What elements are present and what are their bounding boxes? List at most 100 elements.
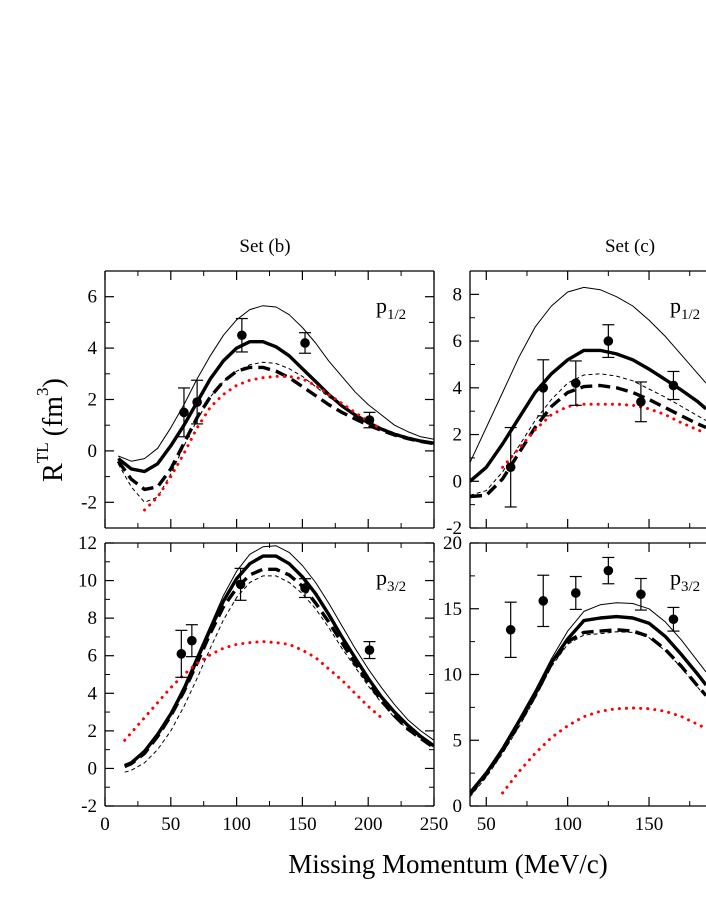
series-line-red-dotted <box>123 640 383 742</box>
data-marker <box>668 614 679 625</box>
y-tick-label: 8 <box>453 284 463 305</box>
series-line-thin-dashed <box>124 575 434 773</box>
y-axis-label: RTL (fm3) <box>33 378 69 482</box>
series-line-thick-solid <box>470 348 706 483</box>
data-point <box>363 641 376 660</box>
y-tick-label: -2 <box>81 796 97 817</box>
panel-set-c-p12: -2 0 2 4 6 8 p1/2 <box>446 270 706 539</box>
data-point <box>299 578 312 599</box>
y-tick-label: 2 <box>88 721 98 742</box>
data-point <box>191 379 204 425</box>
data-marker <box>179 407 189 418</box>
y-tick-label: 0 <box>453 471 463 492</box>
data-point <box>235 317 248 353</box>
ylabel-unit-open: (fm <box>38 396 69 437</box>
data-marker <box>235 579 246 590</box>
y-tick-label: 8 <box>88 608 98 629</box>
data-point <box>667 370 680 401</box>
panel-label-sub: 1/2 <box>681 307 700 323</box>
y-tick-label: -2 <box>81 492 97 513</box>
x-tick-label: 100 <box>222 814 251 835</box>
data-marker <box>300 583 310 593</box>
x-tick-label: 150 <box>635 814 664 835</box>
data-point <box>175 629 188 678</box>
data-point <box>667 606 680 632</box>
data-point <box>185 624 198 658</box>
series-line-thin-solid <box>470 286 706 463</box>
panel-data-group <box>116 305 434 512</box>
panel-label-sub: 1/2 <box>387 307 406 323</box>
series-line-thick-solid <box>117 340 434 474</box>
data-point <box>299 332 312 354</box>
data-point <box>537 574 550 628</box>
data-point <box>602 556 615 585</box>
series-line-thin-solid <box>118 305 434 462</box>
series-line-thick-dashed <box>116 365 434 492</box>
y-tick-label: 2 <box>453 425 463 446</box>
panel-label-sub: 3/2 <box>681 579 700 595</box>
panel-label: p1/2 <box>670 293 700 323</box>
y-tick-label: 5 <box>453 730 463 751</box>
panel-label-main: p <box>670 293 681 318</box>
ylabel-symbol: R <box>38 463 69 482</box>
panel-set-b-p12: -2 0 2 4 6 p1/2 <box>81 270 435 529</box>
y-tick-label: 15 <box>443 599 462 620</box>
data-point <box>602 324 615 359</box>
data-point <box>504 426 517 508</box>
x-axis-label: Missing Momentum (MeV/c) <box>288 849 607 879</box>
y-tick-label: 6 <box>88 287 98 308</box>
data-point <box>504 601 517 659</box>
data-marker <box>192 397 202 407</box>
data-point <box>537 359 550 417</box>
data-marker <box>505 462 516 473</box>
data-marker <box>668 380 679 391</box>
y-tick-label: 2 <box>88 390 98 411</box>
y-tick-label: 0 <box>453 796 463 817</box>
data-marker <box>187 635 197 646</box>
series-line-thick-dashed <box>124 567 434 769</box>
data-marker <box>364 415 375 425</box>
ylabel-unit-superscript: 3 <box>33 387 52 396</box>
panel-label: p1/2 <box>376 293 406 323</box>
panel-label-main: p <box>376 293 387 318</box>
data-point <box>177 387 190 438</box>
x-tick-label: 50 <box>161 814 180 835</box>
data-marker <box>505 624 516 635</box>
series-line-red-dotted <box>143 374 383 512</box>
svg-text:RTL(fm3): RTL (fm3) <box>33 378 69 482</box>
panel-label-sub: 3/2 <box>387 579 406 595</box>
ylabel-unit-close: ) <box>38 378 69 387</box>
data-marker <box>603 336 614 346</box>
panel-data-group <box>470 556 706 798</box>
column-title-set-b: Set (b) <box>239 236 290 257</box>
panel-label: p3/2 <box>376 565 406 595</box>
x-tick-label: 150 <box>288 814 317 835</box>
data-point <box>569 360 582 406</box>
x-tick-label: 0 <box>100 814 110 835</box>
series-line-thick-solid <box>124 554 434 768</box>
data-marker <box>538 596 549 606</box>
data-point <box>363 411 376 429</box>
x-tick-label: 250 <box>420 814 449 835</box>
series-line-thick-dashed <box>470 628 706 796</box>
series-line-red-dotted <box>501 402 706 469</box>
data-marker <box>570 588 581 598</box>
y-tick-label: 0 <box>88 441 98 462</box>
data-marker <box>176 649 187 659</box>
y-tick-label: 4 <box>88 338 98 359</box>
y-tick-label: 0 <box>88 758 98 779</box>
column-title-set-c: Set (c) <box>605 236 655 257</box>
y-tick-label: 4 <box>453 378 463 399</box>
x-tick-label: 200 <box>354 814 383 835</box>
y-tick-label: 10 <box>443 665 462 686</box>
y-tick-label: 6 <box>453 331 463 352</box>
panel-label-main: p <box>670 565 681 590</box>
data-point <box>634 577 647 611</box>
data-marker <box>364 645 375 655</box>
data-marker <box>636 589 646 600</box>
y-tick-label: 20 <box>443 533 462 554</box>
